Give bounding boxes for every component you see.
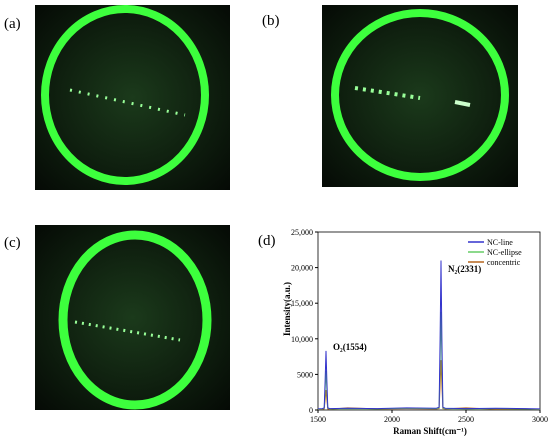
y-tick-label: 10,000 [291,335,313,344]
x-axis-label: Raman Shift(cm⁻¹) [393,426,467,436]
x-tick-label: 1500 [310,415,326,424]
y-tick-label: 25,000 [291,228,313,237]
panel-label: (b) [262,13,280,29]
x-tick-label: 2000 [384,415,400,424]
annotation: N₂(2331) [448,264,481,274]
panel-label: (c) [4,235,21,251]
series-line [317,360,541,410]
photo-c [35,225,230,410]
y-tick-label: 0 [309,406,313,415]
y-axis-label: Intensity(a.u.) [282,282,292,336]
series-line [317,260,541,410]
x-tick-label: 3000 [532,415,548,424]
photo-b [322,5,518,187]
y-tick-label: 15,000 [291,299,313,308]
panel-label: (a) [4,16,21,32]
series-line [317,311,541,410]
legend-label: NC-line [487,238,513,247]
y-tick-label: 20,000 [291,264,313,273]
panel-label: (d) [258,233,276,249]
legend-label: concentric [487,258,521,267]
x-tick-label: 2500 [458,415,474,424]
plot-frame [317,231,541,411]
photo-a [35,5,230,190]
annotation: O₂(1554) [333,342,367,352]
legend-label: NC-ellipse [487,248,522,257]
y-tick-label: 5000 [297,370,313,379]
